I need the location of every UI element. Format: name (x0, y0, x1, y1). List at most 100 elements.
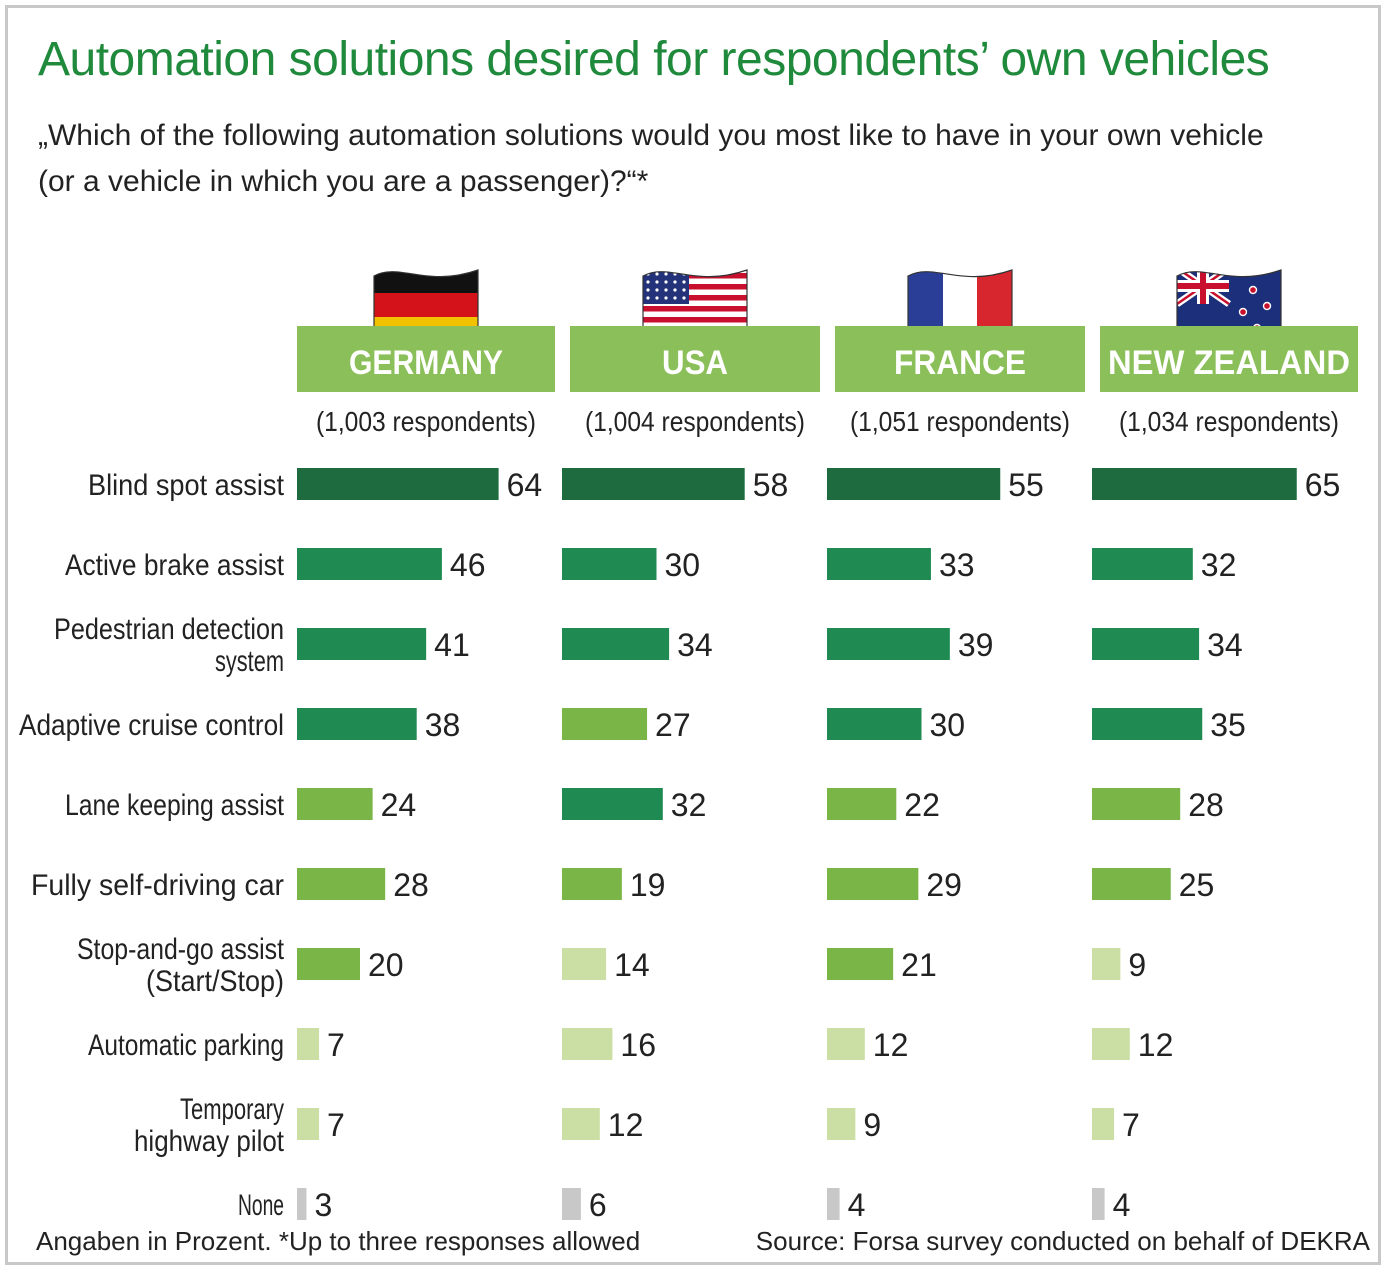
bar-usa-2 (562, 628, 670, 660)
value-label-new-zealand-3: 35 (1210, 707, 1246, 743)
bar-usa-3 (562, 708, 648, 740)
bar-usa-9 (562, 1188, 581, 1220)
value-label-france-2: 39 (958, 627, 994, 663)
category-label-5: Fully self-driving car (31, 869, 284, 902)
bar-new-zealand-8 (1092, 1108, 1115, 1140)
category-label-6: Stop-and-go assist(Start/Stop) (77, 933, 285, 998)
category-label-line: Fully self-driving car (31, 869, 284, 902)
value-label-france-9: 4 (848, 1187, 866, 1223)
bar-new-zealand-3 (1092, 708, 1203, 740)
bar-usa-7 (562, 1028, 613, 1060)
bar-usa-1 (562, 548, 657, 580)
value-label-france-1: 33 (939, 547, 975, 583)
value-label-germany-8: 7 (327, 1107, 345, 1143)
value-label-france-3: 30 (930, 707, 966, 743)
category-label-line: Temporary (180, 1093, 284, 1126)
value-label-france-0: 55 (1008, 467, 1044, 503)
bar-germany-9 (297, 1188, 307, 1220)
bar-germany-7 (297, 1028, 320, 1060)
category-label-7: Automatic parking (88, 1029, 284, 1062)
country-name-usa: USA (662, 344, 728, 382)
bar-new-zealand-6 (1092, 948, 1121, 980)
chart-subtitle: „Which of the following automation solut… (38, 113, 1264, 205)
subtitle-line-1: „Which of the following automation solut… (38, 119, 1264, 152)
bar-new-zealand-1 (1092, 548, 1193, 580)
bar-france-9 (827, 1188, 840, 1220)
bar-usa-8 (562, 1108, 600, 1140)
value-label-germany-9: 3 (314, 1187, 332, 1223)
value-label-new-zealand-5: 25 (1179, 867, 1215, 903)
bar-france-8 (827, 1108, 856, 1140)
value-label-france-6: 21 (901, 947, 937, 983)
value-label-new-zealand-4: 28 (1188, 787, 1224, 823)
category-label-line: Automatic parking (88, 1029, 284, 1062)
chart-title: Automation solutions desired for respond… (38, 33, 1270, 86)
bar-new-zealand-7 (1092, 1028, 1130, 1060)
bar-france-4 (827, 788, 897, 820)
category-label-line: Active brake assist (65, 549, 285, 582)
bar-new-zealand-2 (1092, 628, 1200, 660)
value-label-usa-2: 34 (677, 627, 713, 663)
value-label-germany-6: 20 (368, 947, 404, 983)
category-label-line: (Start/Stop) (146, 965, 284, 998)
category-label-line: Blind spot assist (88, 469, 285, 502)
bar-new-zealand-9 (1092, 1188, 1105, 1220)
bar-germany-3 (297, 708, 417, 740)
country-name-new-zealand: NEW ZEALAND (1108, 344, 1350, 382)
category-label-3: Adaptive cruise control (19, 709, 284, 742)
bar-france-0 (827, 468, 1001, 500)
country-header-new-zealand (1100, 326, 1358, 392)
category-label-1: Active brake assist (65, 549, 285, 582)
bar-france-6 (827, 948, 894, 980)
value-label-germany-7: 7 (327, 1027, 345, 1063)
source-note: Source: Forsa survey conducted on behalf… (755, 1226, 1370, 1256)
category-label-0: Blind spot assist (88, 469, 285, 502)
category-label-9: None (238, 1189, 284, 1222)
value-label-new-zealand-0: 65 (1305, 467, 1341, 503)
value-label-usa-8: 12 (608, 1107, 644, 1143)
bar-germany-1 (297, 548, 442, 580)
value-label-germany-3: 38 (425, 707, 461, 743)
bar-new-zealand-0 (1092, 468, 1297, 500)
respondents-new-zealand: (1,034 respondents) (1119, 406, 1339, 437)
country-name-france: FRANCE (894, 344, 1026, 382)
value-label-germany-5: 28 (393, 867, 429, 903)
value-label-france-7: 12 (873, 1027, 909, 1063)
value-label-germany-4: 24 (381, 787, 417, 823)
value-label-france-5: 29 (926, 867, 962, 903)
category-label-line: Adaptive cruise control (19, 709, 284, 742)
value-label-usa-6: 14 (614, 947, 650, 983)
value-label-usa-1: 30 (665, 547, 701, 583)
bar-france-1 (827, 548, 931, 580)
value-label-new-zealand-6: 9 (1128, 947, 1146, 983)
category-label-line: highway pilot (134, 1125, 285, 1158)
bar-usa-6 (562, 948, 607, 980)
category-label-line: system (215, 645, 284, 678)
value-label-france-8: 9 (863, 1107, 881, 1143)
bar-germany-5 (297, 868, 386, 900)
bar-usa-0 (562, 468, 745, 500)
value-label-new-zealand-2: 34 (1207, 627, 1243, 663)
value-label-germany-1: 46 (450, 547, 486, 583)
value-label-new-zealand-7: 12 (1138, 1027, 1174, 1063)
value-label-france-4: 22 (904, 787, 940, 823)
value-label-usa-3: 27 (655, 707, 691, 743)
bar-germany-2 (297, 628, 427, 660)
category-label-line: Lane keeping assist (65, 789, 285, 822)
respondents-usa: (1,004 respondents) (585, 406, 805, 437)
value-label-usa-9: 6 (589, 1187, 607, 1223)
footnote: Angaben in Prozent. *Up to three respons… (36, 1226, 641, 1256)
value-label-new-zealand-9: 4 (1113, 1187, 1131, 1223)
bar-germany-6 (297, 948, 360, 980)
bar-france-3 (827, 708, 922, 740)
category-label-line: None (238, 1189, 284, 1222)
value-label-usa-7: 16 (620, 1027, 656, 1063)
value-label-new-zealand-1: 32 (1201, 547, 1237, 583)
country-header-germany (297, 326, 555, 392)
category-label-line: Pedestrian detection (54, 613, 284, 646)
bar-new-zealand-5 (1092, 868, 1171, 900)
bar-france-2 (827, 628, 950, 660)
bar-germany-0 (297, 468, 499, 500)
